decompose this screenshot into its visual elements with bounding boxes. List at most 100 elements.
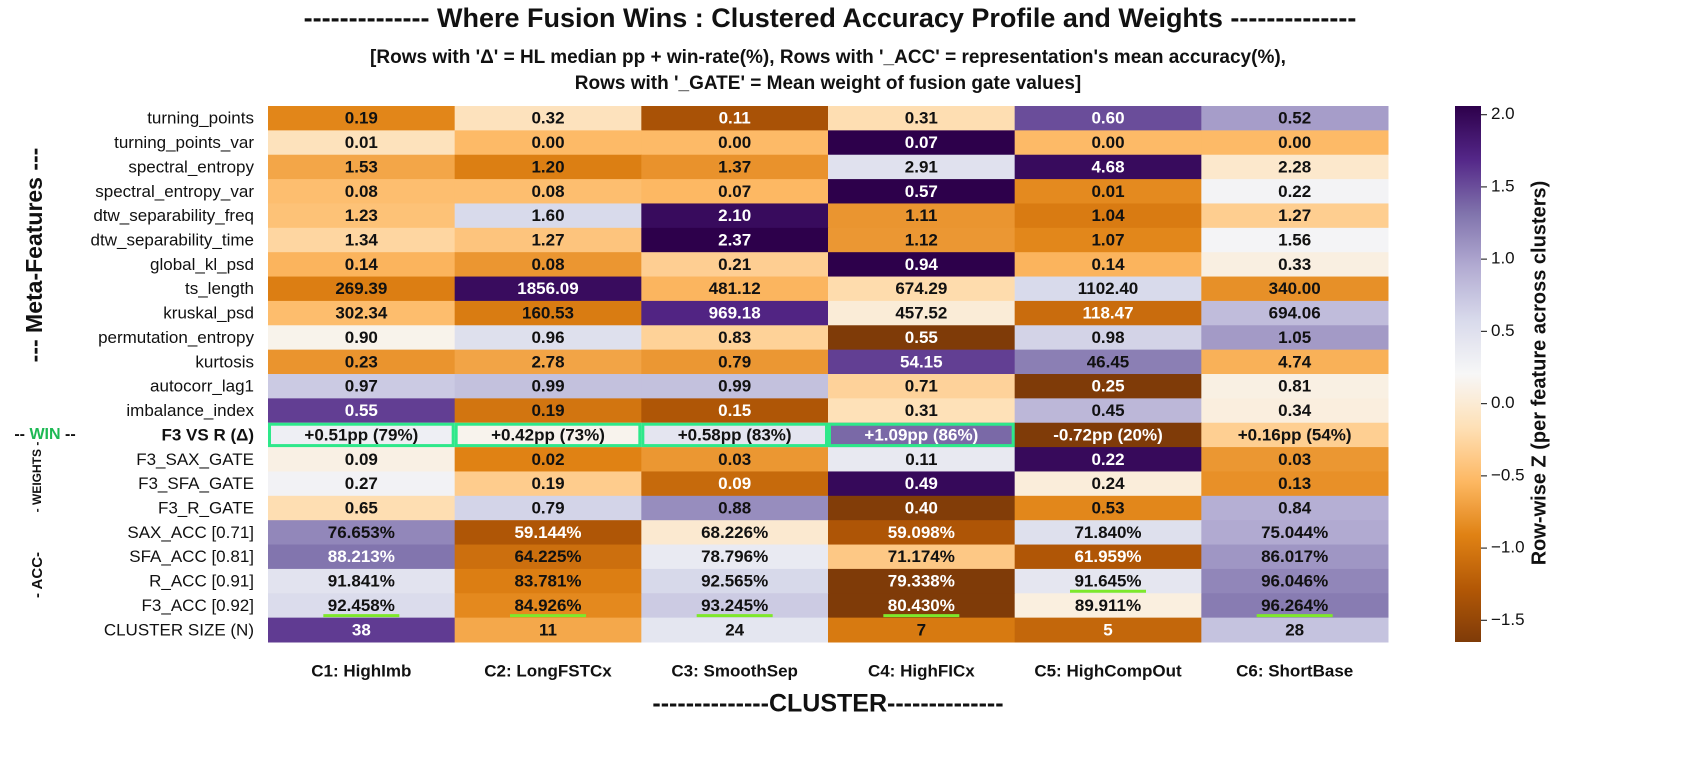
x-tick-label: C2: LongFSTCx xyxy=(484,661,612,680)
cell xyxy=(641,227,829,253)
cell xyxy=(1014,398,1202,424)
cell xyxy=(1014,154,1202,180)
highlight-box xyxy=(641,422,828,448)
cell-label: 0.19 xyxy=(531,474,564,493)
cell xyxy=(828,617,1016,643)
cell-label: 0.65 xyxy=(345,498,378,517)
group-label: --- Meta-Features --- xyxy=(21,148,47,363)
cell-label: 4.68 xyxy=(1091,157,1124,176)
group-label: - ACC- xyxy=(29,552,46,598)
cell-label: 5 xyxy=(1103,620,1112,639)
cell xyxy=(828,520,1016,546)
cell-label: 1.27 xyxy=(1278,206,1311,225)
x-tick-label: C4: HighFICx xyxy=(868,661,975,680)
cell xyxy=(828,568,1016,594)
row-label: kurtosis xyxy=(195,352,254,371)
row-label: SAX_ACC [0.71] xyxy=(127,523,254,542)
cell-label: 674.29 xyxy=(895,279,947,298)
cell-label: 0.08 xyxy=(345,182,378,201)
cell-label: 1.37 xyxy=(718,157,751,176)
cell xyxy=(268,374,456,399)
cell xyxy=(454,495,642,521)
cell-label: 86.017% xyxy=(1261,547,1328,566)
cell xyxy=(268,471,456,497)
cell-label: 0.00 xyxy=(531,133,564,152)
colorbar-tick-label: −1.0 xyxy=(1491,538,1525,557)
cell-label: 59.098% xyxy=(888,523,955,542)
x-tick-label: C1: HighImb xyxy=(311,661,411,680)
cell-label: 83.781% xyxy=(514,572,581,591)
cell xyxy=(268,447,456,472)
cell xyxy=(1014,227,1202,253)
cell-label: 457.52 xyxy=(895,304,947,323)
cell-label: 0.00 xyxy=(1278,133,1311,152)
cell xyxy=(454,154,642,180)
cell-label: 0.60 xyxy=(1091,109,1124,128)
cell-label: 0.71 xyxy=(905,377,938,396)
cell-label: 1.05 xyxy=(1278,328,1311,347)
cell-label: 0.23 xyxy=(345,352,378,371)
cell-label: 96.046% xyxy=(1261,572,1328,591)
cell-label: 0.55 xyxy=(345,401,378,420)
cell xyxy=(454,471,642,497)
cell xyxy=(1201,520,1389,546)
cell xyxy=(454,568,642,594)
cell xyxy=(1014,447,1202,472)
cell xyxy=(454,106,642,131)
cell-label: 0.79 xyxy=(718,352,751,371)
x-tick-label: C6: ShortBase xyxy=(1236,661,1353,680)
cell-label: 78.796% xyxy=(701,547,768,566)
cell-label: 0.32 xyxy=(531,109,564,128)
cell-label: 481.12 xyxy=(709,279,761,298)
row-label: turning_points xyxy=(147,109,254,128)
colorbar-tick-label: 2.0 xyxy=(1491,104,1515,123)
cell-label: 0.01 xyxy=(345,133,378,152)
cell-label: 0.13 xyxy=(1278,474,1311,493)
cell xyxy=(454,203,642,229)
row-label: autocorr_lag1 xyxy=(150,377,254,396)
cell xyxy=(1014,325,1202,351)
cell xyxy=(1014,106,1202,131)
cell xyxy=(641,568,829,594)
cell xyxy=(268,617,456,643)
chart-title: -------------- Where Fusion Wins : Clust… xyxy=(304,3,1357,33)
cell-label: 1.07 xyxy=(1091,230,1124,249)
cell xyxy=(641,398,829,424)
cell xyxy=(1201,617,1389,643)
cell-label: 0.00 xyxy=(718,133,751,152)
cell xyxy=(268,325,456,351)
cell xyxy=(1201,593,1389,619)
cell-label: 0.22 xyxy=(1091,450,1124,469)
cell xyxy=(454,544,642,570)
cell-label: +0.58pp (83%) xyxy=(678,425,792,444)
cell xyxy=(268,422,456,448)
cell xyxy=(1014,374,1202,399)
cell-label: +0.16pp (54%) xyxy=(1238,425,1352,444)
row-label: F3_SAX_GATE xyxy=(136,450,254,469)
cell xyxy=(641,203,829,229)
cell xyxy=(268,300,456,326)
cell xyxy=(828,179,1016,204)
cell xyxy=(454,374,642,399)
cell-label: 92.458% xyxy=(328,596,395,615)
cell-label: 0.21 xyxy=(718,255,751,274)
cell xyxy=(268,252,456,278)
group-label-part: -- xyxy=(61,426,76,443)
cell-label: 0.07 xyxy=(905,133,938,152)
cell-label: 0.01 xyxy=(1091,182,1124,201)
cell xyxy=(1201,349,1389,375)
cell-label: 0.00 xyxy=(1091,133,1124,152)
cell xyxy=(641,520,829,546)
cell xyxy=(268,544,456,570)
cell-label: 71.174% xyxy=(888,547,955,566)
cell xyxy=(268,398,456,424)
cell xyxy=(828,495,1016,521)
cell xyxy=(828,593,1016,619)
cell-label: 88.213% xyxy=(328,547,395,566)
cell-label: 75.044% xyxy=(1261,523,1328,542)
cell-label: 0.90 xyxy=(345,328,378,347)
cell xyxy=(828,447,1016,472)
cell xyxy=(1201,325,1389,351)
cell xyxy=(641,374,829,399)
cell xyxy=(1201,154,1389,180)
